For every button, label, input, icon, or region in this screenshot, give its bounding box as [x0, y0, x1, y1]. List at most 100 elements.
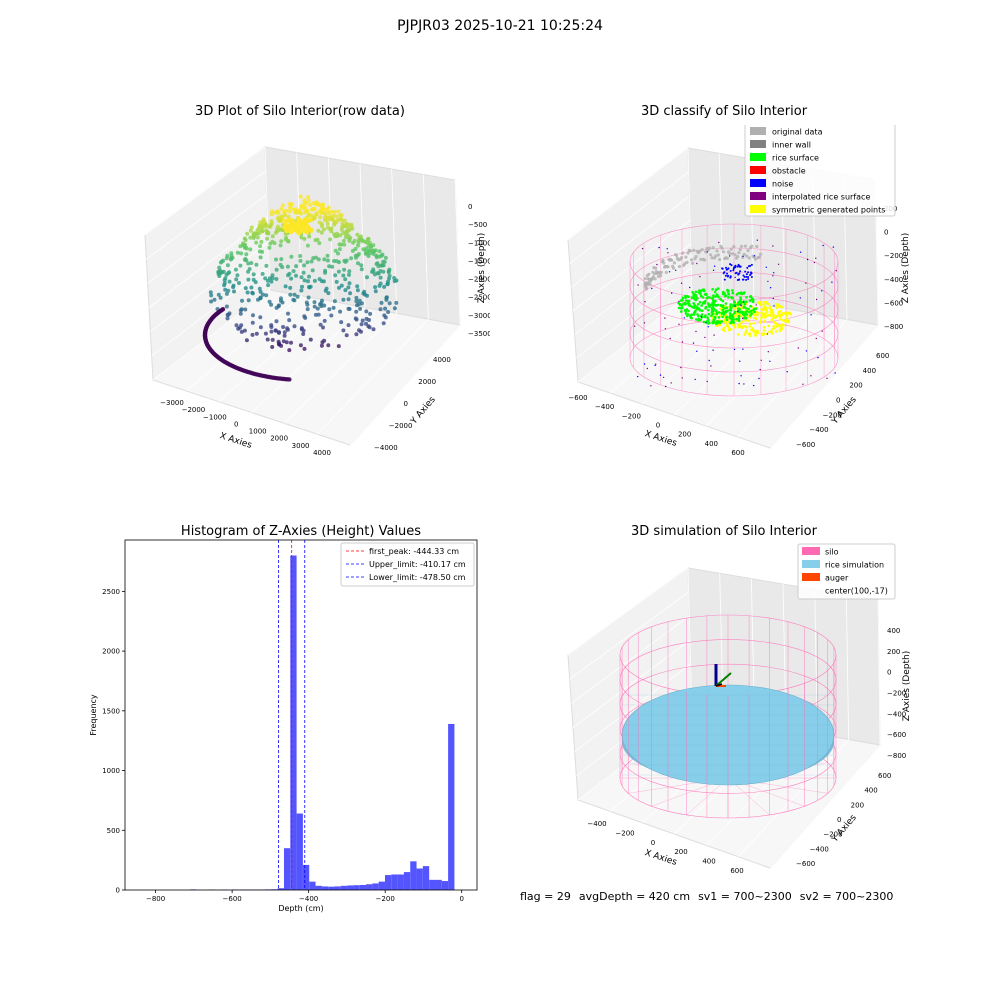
noise-point: [723, 278, 726, 281]
inner-wall-point: [728, 252, 732, 256]
rice-surface-point: [711, 299, 715, 302]
symmetric-point: [723, 318, 726, 321]
noise-point: [743, 275, 746, 278]
histogram-bar: [340, 885, 348, 890]
data-point: [378, 307, 383, 312]
rice-surface-point: [710, 297, 714, 300]
noise-point: [706, 380, 708, 383]
data-point: [301, 332, 306, 336]
data-point: [342, 242, 347, 247]
inner-wall-point: [684, 255, 688, 259]
x-tick-label: −800: [146, 895, 165, 903]
y-tick-label: 0: [116, 887, 120, 895]
rice-surface-point: [703, 315, 707, 319]
x-axis-label: Depth (cm): [278, 904, 323, 913]
histogram-bar: [391, 874, 398, 890]
data-point: [290, 202, 295, 207]
y-tick-label: −400: [809, 426, 828, 434]
symmetric-point: [744, 319, 747, 322]
symmetric-point: [756, 331, 760, 335]
data-point: [224, 291, 229, 296]
symmetric-point: [763, 319, 767, 323]
data-point: [289, 254, 294, 259]
inner-wall-point: [664, 270, 668, 274]
data-point: [217, 265, 222, 270]
noise-point: [704, 336, 706, 339]
data-point: [227, 279, 232, 284]
data-point: [259, 225, 264, 229]
grid-line: [150, 242, 269, 332]
noise-point: [769, 360, 771, 362]
data-point: [315, 306, 320, 311]
data-point: [239, 307, 244, 312]
noise-point: [753, 255, 756, 257]
data-point: [323, 288, 328, 293]
rice-surface-point: [705, 293, 708, 297]
data-point: [355, 303, 359, 308]
rice-surface-point: [684, 299, 688, 302]
sv1-value: sv1 = 700~2300: [698, 890, 792, 903]
symmetric-point: [774, 330, 778, 333]
data-point: [373, 285, 378, 290]
data-point: [378, 281, 383, 286]
data-point: [322, 211, 326, 216]
symmetric-point: [722, 326, 726, 330]
symmetric-point: [770, 332, 774, 335]
symmetric-point: [733, 325, 737, 329]
data-point: [367, 325, 372, 330]
data-point: [218, 295, 223, 300]
noise-point: [641, 247, 644, 250]
data-point: [347, 228, 352, 233]
noise-point: [742, 301, 745, 303]
grid-line: [769, 324, 879, 449]
data-point: [294, 273, 298, 278]
inner-wall-point: [759, 252, 763, 256]
data-point: [264, 223, 269, 228]
data-point: [360, 239, 365, 244]
inner-wall-point: [720, 246, 724, 250]
noise-point: [756, 239, 758, 241]
noise-point: [650, 385, 652, 387]
inner-wall-point: [738, 248, 742, 252]
data-point: [283, 213, 288, 218]
symmetric-point: [775, 306, 779, 310]
data-point: [280, 203, 285, 208]
data-point: [291, 297, 296, 302]
data-point: [281, 325, 286, 329]
data-point: [299, 203, 304, 208]
symmetric-point: [777, 312, 780, 315]
symmetric-point: [733, 314, 737, 318]
histogram-bar: [397, 874, 404, 890]
rice-surface-point: [694, 290, 698, 294]
legend: original data inner wall rice surface obsta…: [744, 125, 896, 217]
noise-point: [734, 264, 737, 267]
rice-surface-point: [711, 321, 714, 325]
x-tick-label: −600: [568, 394, 587, 402]
rice-surface-point: [691, 290, 694, 294]
data-point: [367, 240, 372, 245]
data-point: [266, 283, 271, 288]
symmetric-point: [785, 311, 789, 314]
rice-surface-point: [712, 309, 715, 313]
legend-label: Upper_limit: -410.17 cm: [369, 560, 466, 569]
noise-point: [671, 292, 673, 294]
symmetric-point: [735, 313, 739, 316]
noise-point: [643, 322, 646, 324]
noise-point: [742, 348, 744, 350]
data-point: [322, 338, 327, 343]
data-point: [354, 332, 359, 337]
rice-surface-point: [728, 308, 732, 312]
data-point: [284, 208, 288, 213]
data-point: [299, 288, 304, 293]
symmetric-point: [787, 320, 791, 324]
data-point: [347, 269, 352, 274]
rice-surface-point: [688, 302, 691, 306]
data-point: [300, 284, 304, 289]
rice-surface-point: [745, 296, 748, 299]
x-axis-label: X Axies: [643, 848, 678, 868]
noise-point: [689, 286, 691, 289]
data-point: [270, 209, 274, 214]
panel-raw-title: 3D Plot of Silo Interior(row data): [195, 104, 405, 119]
inner-wall-point: [647, 272, 651, 276]
noise-point: [656, 263, 658, 266]
